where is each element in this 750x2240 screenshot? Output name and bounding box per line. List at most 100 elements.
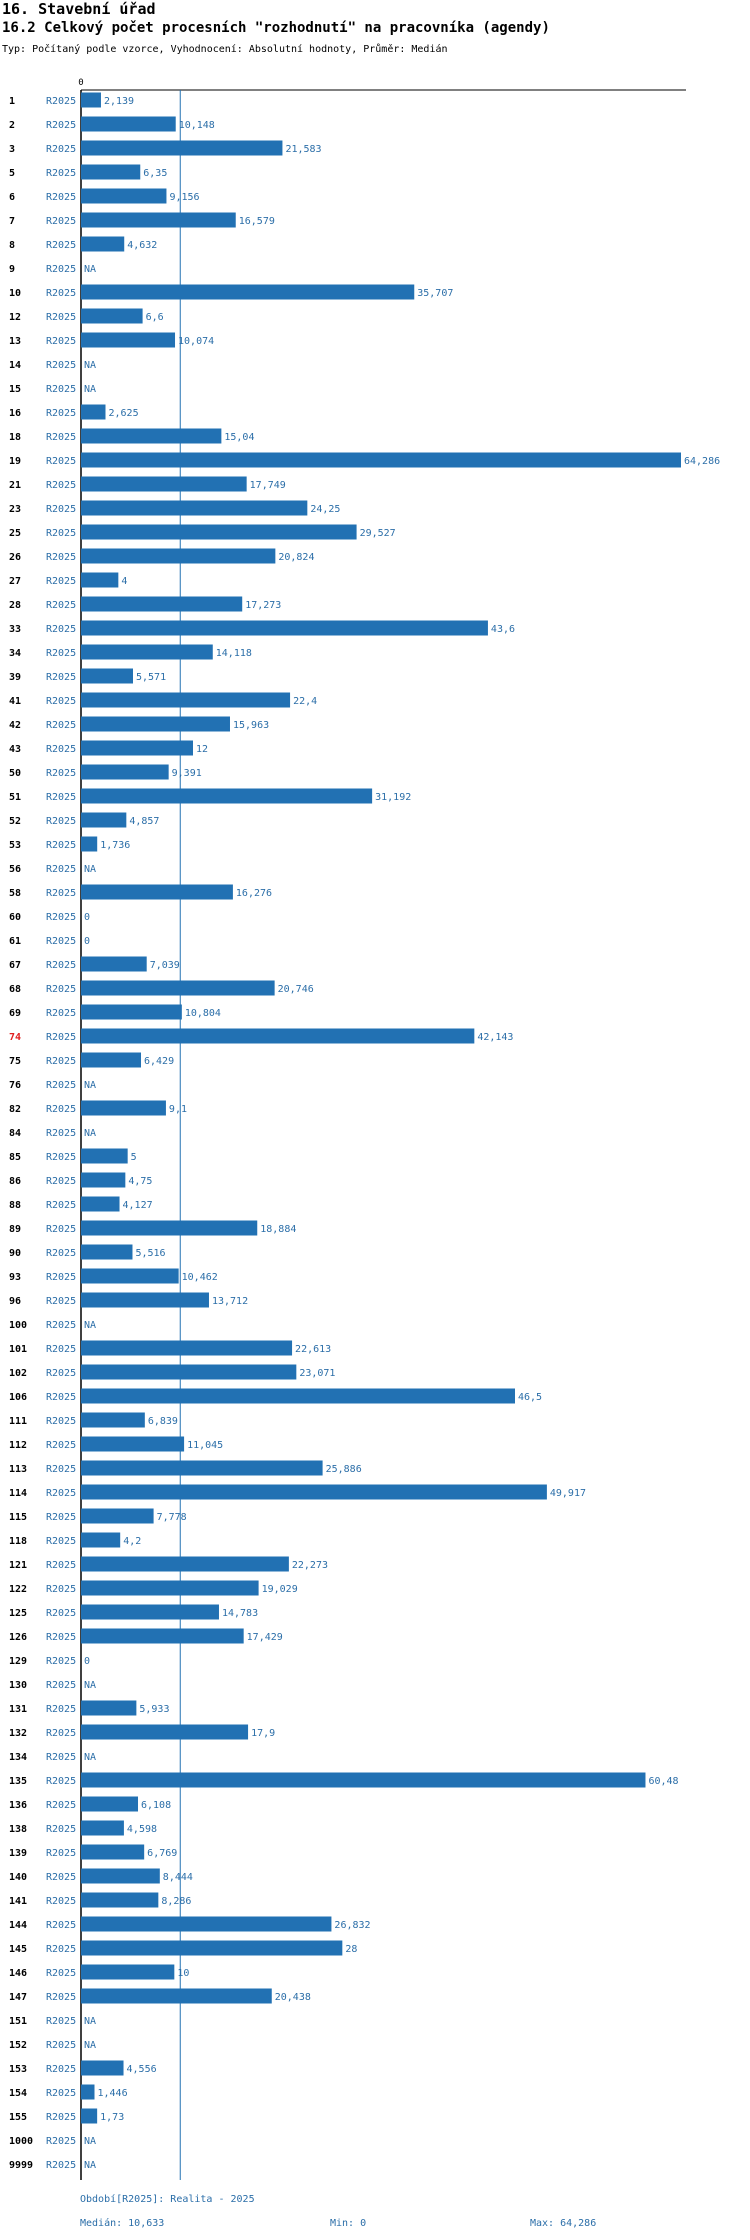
value-label: 18,884 [260, 1224, 296, 1235]
bar [81, 884, 233, 900]
category-label: 106 [9, 1392, 27, 1403]
bar [81, 1796, 139, 1812]
category-label: 33 [9, 624, 21, 635]
series-label: R2025 [46, 144, 76, 155]
series-label: R2025 [46, 912, 76, 923]
value-label: 1,446 [97, 2088, 127, 2099]
category-label: 101 [9, 1344, 27, 1355]
category-label: 84 [9, 1128, 21, 1139]
value-label: 24,25 [310, 504, 340, 515]
bar [81, 1052, 142, 1068]
series-label: R2025 [46, 1920, 76, 1931]
value-label: 17,749 [250, 480, 286, 491]
series-label: R2025 [46, 312, 76, 323]
bar [81, 1724, 249, 1740]
bar [81, 812, 127, 828]
series-label: R2025 [46, 1128, 76, 1139]
category-label: 53 [9, 840, 21, 851]
bar [81, 716, 230, 732]
series-label: R2025 [46, 1008, 76, 1019]
value-label: 22,4 [293, 696, 317, 707]
category-label: 154 [9, 2088, 27, 2099]
bar [81, 476, 247, 492]
bar [81, 1028, 475, 1044]
series-label: R2025 [46, 1344, 76, 1355]
series-label: R2025 [46, 1560, 76, 1571]
category-label: 23 [9, 504, 21, 515]
category-label: 3 [9, 144, 15, 155]
bar [81, 92, 101, 108]
value-label: NA [84, 1128, 96, 1139]
bar [81, 1484, 547, 1500]
value-label: 4,75 [128, 1176, 152, 1187]
category-label: 8 [9, 240, 15, 251]
series-label: R2025 [46, 1848, 76, 1859]
category-label: 96 [9, 1296, 21, 1307]
category-label: 10 [9, 288, 21, 299]
value-label: 5 [131, 1152, 137, 1163]
series-label: R2025 [46, 696, 76, 707]
bar [81, 332, 176, 348]
category-label: 27 [9, 576, 21, 587]
series-label: R2025 [46, 2088, 76, 2099]
category-label: 145 [9, 1944, 27, 1955]
bar [81, 452, 681, 468]
value-label: NA [84, 864, 96, 875]
value-label: 9,156 [169, 192, 199, 203]
category-label: 147 [9, 1992, 27, 2003]
series-label: R2025 [46, 528, 76, 539]
bar [81, 1364, 297, 1380]
bar [81, 1244, 133, 1260]
value-label: 0 [84, 912, 90, 923]
category-label: 155 [9, 2112, 27, 2123]
value-label: 21,583 [285, 144, 321, 155]
x-axis-zero-label: 0 [78, 78, 83, 88]
value-label: 17,9 [251, 1728, 275, 1739]
value-label: 16,276 [236, 888, 272, 899]
series-label: R2025 [46, 768, 76, 779]
category-label: 86 [9, 1176, 21, 1187]
series-label: R2025 [46, 480, 76, 491]
category-label: 153 [9, 2064, 27, 2075]
value-label: 4,2 [123, 1536, 141, 1547]
bar [81, 692, 291, 708]
value-label: 10,148 [179, 120, 215, 131]
value-label: 49,917 [550, 1488, 586, 1499]
category-label: 43 [9, 744, 21, 755]
value-label: 4,556 [127, 2064, 157, 2075]
series-label: R2025 [46, 1152, 76, 1163]
bar [81, 308, 143, 324]
series-label: R2025 [46, 1752, 76, 1763]
value-label: 15,963 [233, 720, 269, 731]
value-label: NA [84, 2160, 96, 2171]
value-label: 19,029 [262, 1584, 298, 1595]
value-label: 16,579 [239, 216, 275, 227]
value-label: NA [84, 1080, 96, 1091]
value-label: NA [84, 360, 96, 371]
category-label: 18 [9, 432, 21, 443]
category-label: 34 [9, 648, 21, 659]
value-label: 7,778 [157, 1512, 187, 1523]
bar [81, 1964, 175, 1980]
value-label: 23,071 [299, 1368, 335, 1379]
category-label: 39 [9, 672, 21, 683]
bar [81, 1388, 515, 1404]
bar [81, 1772, 646, 1788]
value-label: 20,438 [275, 1992, 311, 2003]
category-label: 111 [9, 1416, 27, 1427]
series-label: R2025 [46, 120, 76, 131]
series-label: R2025 [46, 504, 76, 515]
category-label: 67 [9, 960, 21, 971]
value-label: 0 [84, 936, 90, 947]
series-label: R2025 [46, 240, 76, 251]
series-label: R2025 [46, 1200, 76, 1211]
category-label: 139 [9, 1848, 27, 1859]
series-label: R2025 [46, 1704, 76, 1715]
bar [81, 2060, 124, 2076]
category-label: 16 [9, 408, 21, 419]
series-label: R2025 [46, 1992, 76, 2003]
value-label: 12 [196, 744, 208, 755]
value-label: NA [84, 1752, 96, 1763]
category-label: 129 [9, 1656, 27, 1667]
